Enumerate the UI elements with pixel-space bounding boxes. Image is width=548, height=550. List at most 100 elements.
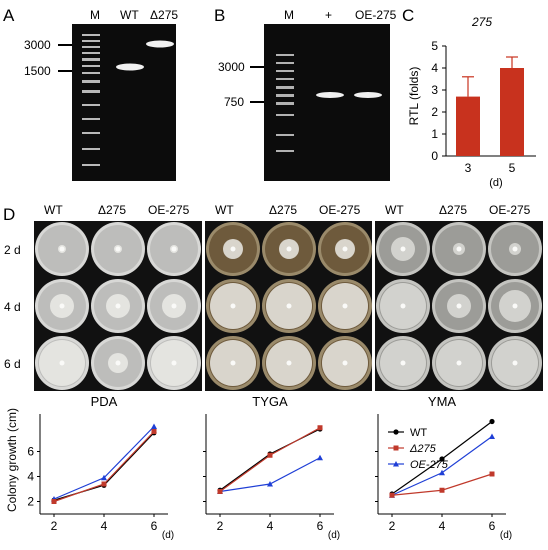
- dish-grid-yma: [376, 222, 542, 390]
- chart-c-bar: [456, 96, 480, 156]
- growth-point: [101, 481, 107, 487]
- chart-c-ytick-label: 2: [431, 105, 438, 119]
- gel-a-marker-3000: 3000: [24, 38, 51, 52]
- colony-center: [400, 246, 406, 252]
- colony-center: [400, 303, 406, 309]
- growth-point: [151, 423, 157, 429]
- chart-c-ytick-label: 1: [431, 127, 438, 141]
- growth-point: [489, 433, 495, 439]
- gel-b: [264, 24, 390, 181]
- day-label-6: 6 d: [4, 357, 21, 371]
- colony-center: [456, 360, 462, 366]
- growth-xtick-label: 4: [439, 519, 446, 533]
- growth-point: [267, 452, 273, 458]
- strain-header-1-1: Δ275: [269, 203, 298, 217]
- growth-ytick-label: 2: [27, 495, 34, 509]
- legend-marker: [393, 429, 399, 435]
- growth-xtick-label: 6: [489, 519, 496, 533]
- legend-marker: [393, 461, 399, 467]
- gel-a-marker-ticks: [58, 44, 72, 72]
- gel-a-lane-m: M: [90, 8, 100, 22]
- day-label-4: 4 d: [4, 300, 21, 314]
- colony-center: [286, 246, 292, 252]
- colony-center: [59, 246, 65, 252]
- gel-a-lane-wt: WT: [120, 8, 139, 22]
- strain-header-1-0: Δ275: [98, 203, 127, 217]
- colony-center: [456, 246, 462, 252]
- chart-c-xlabel: (d): [489, 177, 502, 189]
- colony-center: [115, 303, 121, 309]
- growth-point: [317, 425, 323, 431]
- colony-center: [115, 360, 121, 366]
- colony-center: [171, 303, 177, 309]
- growth-point: [489, 418, 495, 425]
- growth-point: [489, 471, 495, 477]
- strain-header-0-2: WT: [385, 203, 404, 217]
- gel-a: [72, 24, 176, 181]
- strain-header-1-2: Δ275: [439, 203, 468, 217]
- growth-ylabel: Colony growth (cm): [5, 408, 19, 512]
- growth-xtick-label: 4: [267, 519, 274, 533]
- dish-grid-tyga: [206, 222, 372, 390]
- chart-c-xtick-label: 5: [509, 161, 516, 175]
- gel-b-bands: [276, 54, 382, 152]
- growth-xunit: (d): [328, 530, 340, 541]
- growth-xunit: (d): [500, 530, 512, 541]
- colony-center: [342, 303, 348, 309]
- gel-b-lane-oe275: OE-275: [355, 8, 397, 22]
- colony-center: [342, 246, 348, 252]
- panel-c-label: C: [402, 6, 415, 25]
- strain-header-2-1: OE-275: [319, 203, 361, 217]
- growth-point: [51, 499, 57, 504]
- panel-a-label: A: [3, 6, 15, 25]
- dish-panel-pda: [34, 221, 202, 391]
- growth-ytick-label: 4: [27, 470, 34, 484]
- strain-header-0-0: WT: [44, 203, 63, 217]
- legend-label: WT: [410, 427, 427, 439]
- gel-b-marker-ticks: [250, 66, 264, 103]
- growth-chart-pda: PDA 2 4 6 2 4 6 (d): [27, 394, 174, 541]
- panel-b-label: B: [214, 6, 226, 25]
- chart-c-ytick-label: 4: [431, 61, 438, 75]
- chart-c-ytick-label: 3: [431, 83, 438, 97]
- growth-chart-title: YMA: [428, 394, 457, 409]
- colony-center: [115, 246, 121, 252]
- colony-center: [512, 246, 518, 252]
- day-label-2: 2 d: [4, 243, 21, 257]
- colony-center: [512, 360, 518, 366]
- colony-center: [59, 360, 65, 366]
- growth-xtick-label: 2: [217, 519, 224, 533]
- growth-point: [101, 474, 107, 481]
- growth-xtick-label: 2: [51, 519, 58, 533]
- gel-b-marker-3000: 3000: [218, 60, 245, 74]
- colony-center: [512, 303, 518, 309]
- growth-point: [439, 469, 445, 476]
- chart-c-title: 275: [471, 15, 492, 29]
- growth-point: [151, 429, 157, 434]
- colony-center: [286, 303, 292, 309]
- colony-center: [171, 246, 177, 252]
- dish-grid-pda: [35, 222, 201, 390]
- dish-panel-tyga: [205, 221, 372, 391]
- growth-xunit: (d): [162, 530, 174, 541]
- legend-marker: [393, 445, 399, 451]
- chart-c-ylabel: RTL (folds): [407, 67, 421, 126]
- chart-c: 275 RTL (folds) 0 1 2 3 4 5 3 5 (d): [407, 15, 536, 189]
- legend-label: Δ275: [409, 443, 437, 455]
- growth-xtick-label: 6: [151, 519, 158, 533]
- colony-center: [456, 303, 462, 309]
- gel-b-lane-plus: +: [325, 8, 333, 22]
- strain-header-0-1: WT: [215, 203, 234, 217]
- growth-xtick-label: 4: [101, 519, 108, 533]
- colony-center: [342, 360, 348, 366]
- growth-xtick-label: 6: [317, 519, 324, 533]
- growth-line: [53, 432, 155, 501]
- colony-center: [400, 360, 406, 366]
- gel-a-bands: [82, 34, 174, 166]
- growth-ytick-label: 6: [27, 445, 34, 459]
- colony-center: [230, 360, 236, 366]
- growth-point: [317, 454, 323, 461]
- strain-header-2-0: OE-275: [148, 203, 190, 217]
- growth-chart-title: PDA: [91, 394, 118, 409]
- chart-c-xtick-label: 3: [465, 161, 472, 175]
